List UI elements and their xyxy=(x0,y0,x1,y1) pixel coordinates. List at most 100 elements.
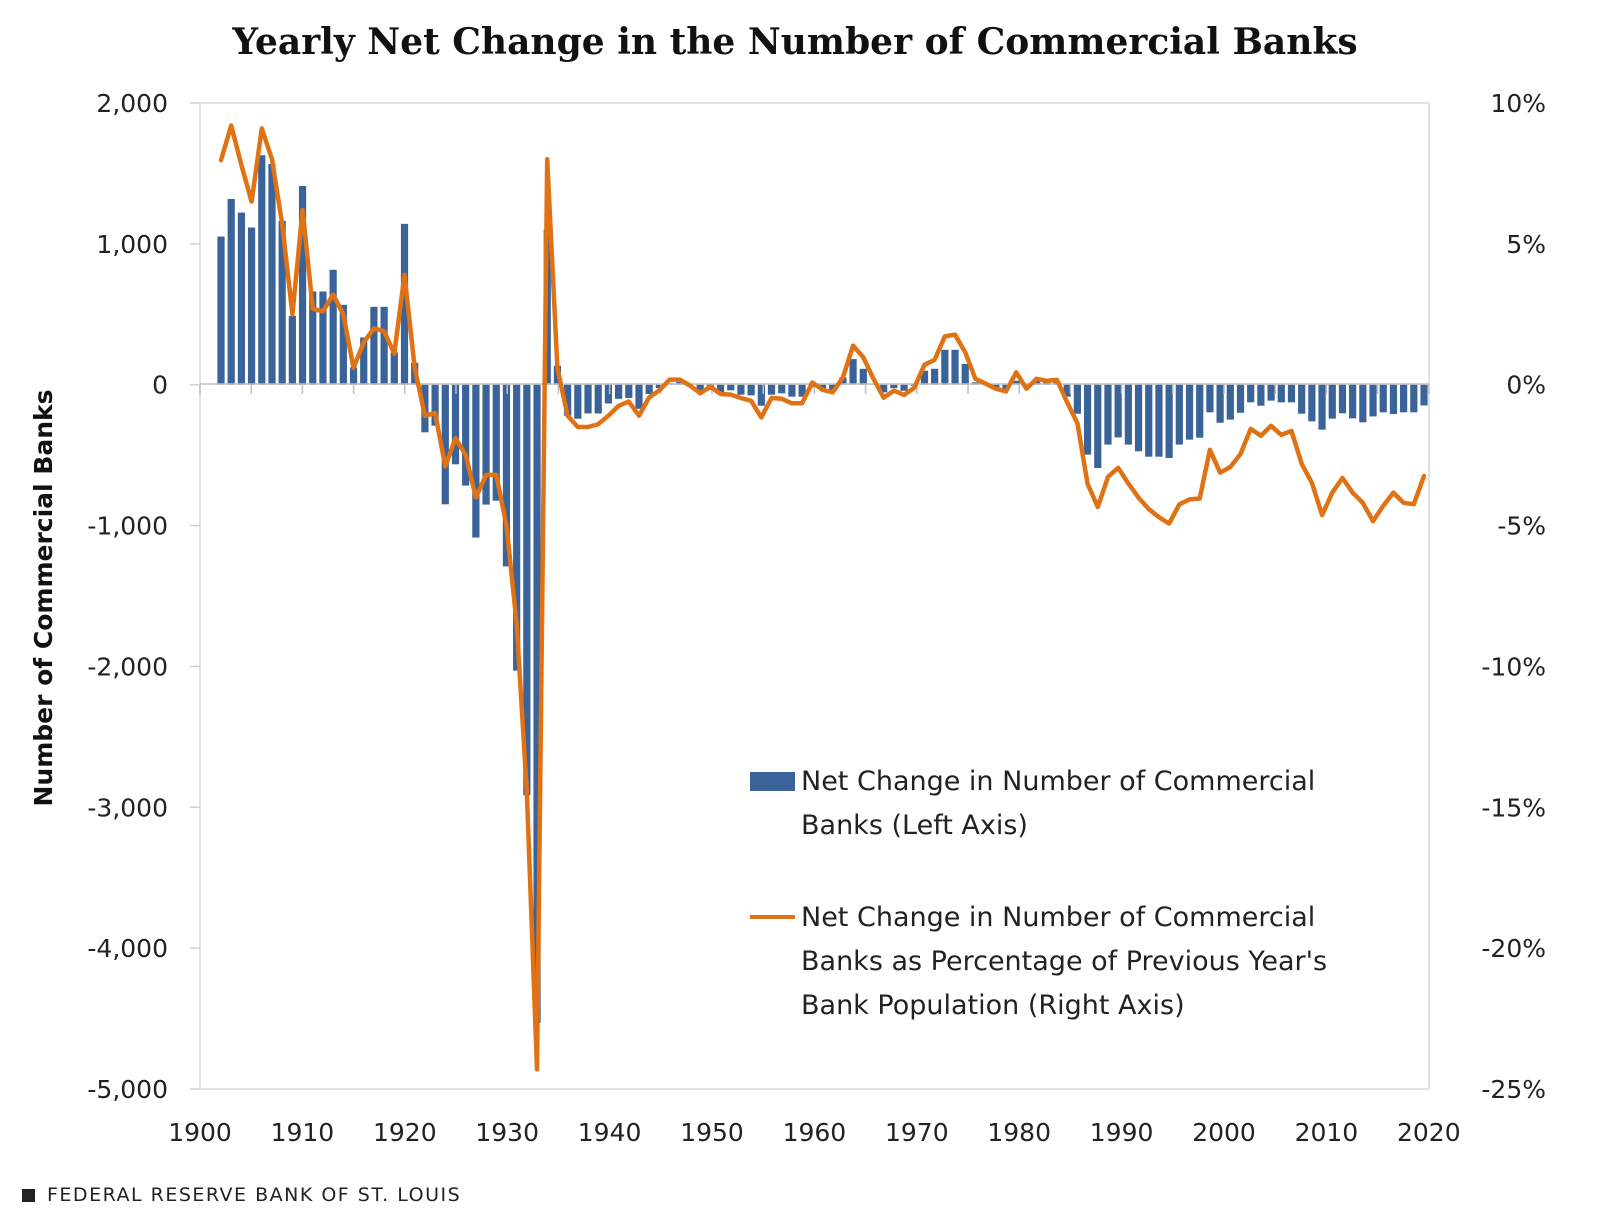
bar-1965 xyxy=(859,368,867,385)
legend-line-line-1: Net Change in Number of Commercial xyxy=(801,902,1315,933)
bar-1928 xyxy=(482,384,490,505)
y-tick-label: -5,000 xyxy=(87,1075,168,1104)
x-tick-label: 1960 xyxy=(783,1118,847,1147)
line-series xyxy=(218,123,1427,1072)
bar-1904 xyxy=(237,212,245,385)
bar-1902 xyxy=(217,236,225,385)
y2-tick-label: -25% xyxy=(1481,1075,1546,1104)
y-axis-right: 10% 5% 0% -5% -10% -15% -20% -25% xyxy=(1481,89,1546,1104)
x-tick-label: 1930 xyxy=(475,1118,539,1147)
x-tick-label: 2010 xyxy=(1295,1118,1359,1147)
bar-1915 xyxy=(349,367,358,385)
bar-1978 xyxy=(992,384,1000,388)
bar-1903 xyxy=(227,198,235,385)
x-tick-label: 1920 xyxy=(373,1118,437,1147)
bar-1985 xyxy=(1063,384,1071,397)
y-tick-label: -4,000 xyxy=(87,934,168,963)
legend: Net Change in Number of Commercial Banks… xyxy=(750,766,1327,1021)
footer: FEDERAL RESERVE BANK OF ST. LOUIS xyxy=(22,1184,461,1206)
bar-1990 xyxy=(1114,384,1122,438)
bar-2009 xyxy=(1308,384,1316,422)
y-tick-label: -2,000 xyxy=(87,652,168,681)
bar-1943 xyxy=(635,384,643,409)
bar-2005 xyxy=(1267,384,1275,401)
y-axis-title: Number of Commercial Banks xyxy=(29,389,58,806)
bar-2006 xyxy=(1277,384,1285,403)
bar-1957 xyxy=(778,384,786,394)
bar-1914 xyxy=(339,304,347,385)
legend-line-line-3: Bank Population (Right Axis) xyxy=(801,990,1185,1021)
y2-tick-label: 10% xyxy=(1490,89,1546,118)
bar-2012 xyxy=(1338,384,1347,414)
bar-1918 xyxy=(380,306,388,385)
x-axis: 1900 1910 1920 1930 1940 1950 1960 1970 1980 1990… xyxy=(168,384,1461,1147)
bar-2008 xyxy=(1298,384,1306,414)
bar-1908 xyxy=(278,220,286,385)
bar-1951 xyxy=(716,384,725,393)
bar-1912 xyxy=(319,291,327,385)
y2-tick-label: 5% xyxy=(1506,230,1546,259)
bar-1945 xyxy=(655,384,663,389)
y-tick-label: 1,000 xyxy=(96,230,168,259)
bar-1916 xyxy=(360,337,368,385)
y2-tick-label: -5% xyxy=(1497,512,1546,541)
bar-1972 xyxy=(931,368,939,385)
bar-1986 xyxy=(1073,384,1081,414)
bar-1949 xyxy=(696,384,704,391)
bar-2013 xyxy=(1349,384,1357,419)
bar-1992 xyxy=(1134,384,1143,452)
bar-1944 xyxy=(645,384,653,395)
bar-1940 xyxy=(604,384,613,404)
bar-1999 xyxy=(1206,384,1214,413)
bar-1917 xyxy=(370,306,378,385)
bar-2001 xyxy=(1226,384,1234,420)
x-tick-label: 1990 xyxy=(1090,1118,1154,1147)
y-axis-left: 2,000 1,000 0 -1,000 -2,000 -3,000 -4,000 -5,00… xyxy=(87,89,200,1104)
bar-1929 xyxy=(492,384,500,501)
bar-1939 xyxy=(594,384,602,414)
bar-1906 xyxy=(258,155,266,385)
bar-1995 xyxy=(1165,384,1173,458)
bar-1925 xyxy=(451,384,460,465)
x-tick-label: 1940 xyxy=(578,1118,642,1147)
y2-tick-label: 0% xyxy=(1506,371,1546,400)
bar-1937 xyxy=(574,384,582,419)
bar-1927 xyxy=(472,384,480,538)
bar-1936 xyxy=(564,384,572,416)
bar-2003 xyxy=(1247,384,1255,403)
bar-1975 xyxy=(961,364,969,385)
bar-1964 xyxy=(849,359,857,385)
bar-1954 xyxy=(747,384,755,396)
y-tick-label: -3,000 xyxy=(87,793,168,822)
footer-source: FEDERAL RESERVE BANK OF ST. LOUIS xyxy=(47,1184,462,1206)
bar-1931 xyxy=(513,384,521,671)
bar-1907 xyxy=(268,163,276,385)
bar-1938 xyxy=(584,384,592,414)
y-tick-label: -1,000 xyxy=(87,512,168,541)
bar-2019 xyxy=(1410,384,1418,413)
legend-swatch-bars xyxy=(750,772,795,791)
bar-1955 xyxy=(757,384,765,406)
bar-1942 xyxy=(625,384,633,398)
bar-1910 xyxy=(298,185,307,385)
bar-2002 xyxy=(1236,384,1245,413)
x-tick-label: 1980 xyxy=(987,1118,1051,1147)
bar-series xyxy=(217,155,1428,1023)
bar-1991 xyxy=(1124,384,1132,445)
bar-1988 xyxy=(1094,384,1102,468)
bar-1924 xyxy=(441,384,449,505)
bar-1996 xyxy=(1175,384,1183,445)
bar-1932 xyxy=(523,384,531,796)
x-tick-label: 1910 xyxy=(271,1118,335,1147)
bar-1971 xyxy=(920,370,929,385)
bar-2010 xyxy=(1318,384,1326,430)
y2-tick-label: -10% xyxy=(1481,652,1546,681)
bar-1958 xyxy=(788,384,796,397)
bar-1930 xyxy=(502,384,511,567)
y2-tick-label: -20% xyxy=(1481,934,1546,963)
x-tick-label: 2000 xyxy=(1192,1118,1256,1147)
x-tick-label: 1900 xyxy=(168,1118,232,1147)
bar-1989 xyxy=(1104,384,1112,445)
bar-1933 xyxy=(533,384,541,1023)
